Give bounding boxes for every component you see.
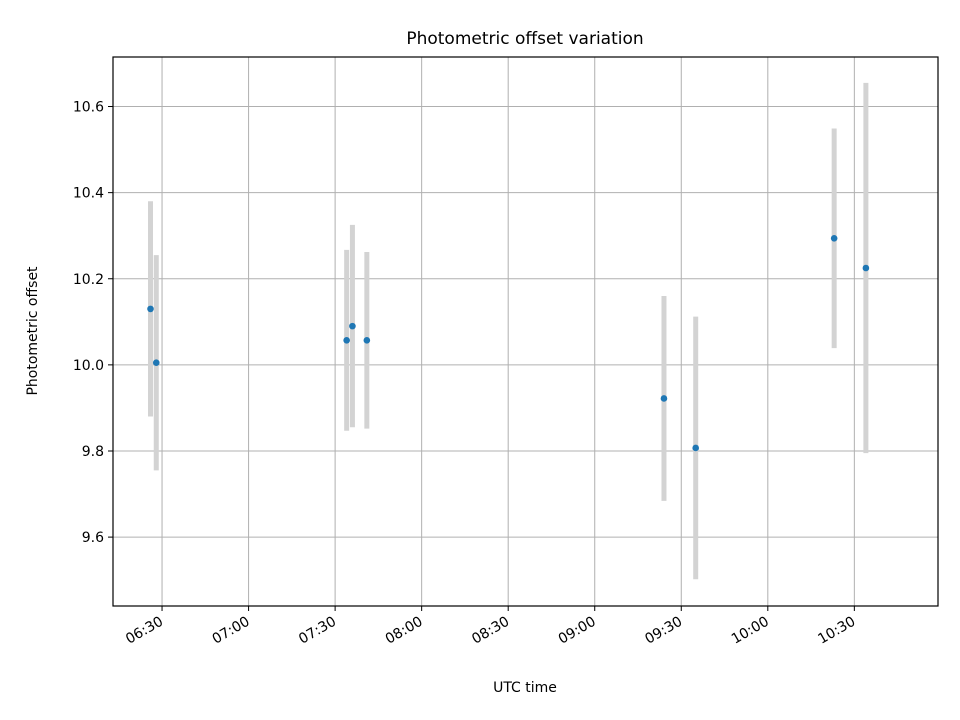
y-tick-label: 10.0 [73,358,104,374]
data-point [363,337,371,344]
y-tick-label: 9.6 [82,530,104,546]
y-tick-label: 10.6 [73,100,104,116]
data-points [147,234,870,452]
grid-lines [113,57,938,606]
y-axis-ticks: 9.6 9.8 10.0 10.2 10.4 10.6 [73,100,113,546]
x-axis-ticks: 06:30 07:00 07:30 08:00 08:30 09:00 09:30 10:00… [123,606,858,648]
chart-title: Photometric offset variation [406,29,643,49]
data-point [343,337,350,344]
x-tick-label: 06:30 [123,614,166,648]
data-point [349,322,356,330]
y-axis-label: Photometric offset [25,266,41,396]
x-tick-label: 09:00 [556,614,599,648]
data-point [692,444,699,452]
x-axis-label: UTC time [493,680,557,696]
data-point [152,359,160,367]
y-tick-label: 10.2 [73,272,104,288]
x-tick-label: 10:30 [815,614,858,648]
data-point [830,234,838,242]
x-tick-label: 07:30 [296,614,339,648]
x-tick-label: 10:00 [729,614,772,648]
y-tick-label: 10.4 [73,186,104,202]
x-tick-label: 08:00 [383,614,426,648]
data-point [660,395,668,402]
data-point [862,264,870,272]
x-tick-label: 08:30 [469,614,512,648]
plot-area-frame [112,56,939,607]
data-point [147,305,154,313]
y-tick-label: 9.8 [82,444,104,460]
x-tick-label: 09:30 [642,614,685,648]
x-tick-label: 07:00 [210,614,253,648]
